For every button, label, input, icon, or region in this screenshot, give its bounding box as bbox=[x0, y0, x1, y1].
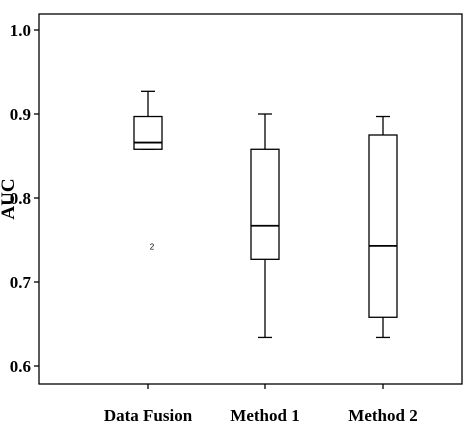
category-label: Data Fusion bbox=[104, 406, 193, 425]
y-tick-label: 1.0 bbox=[10, 21, 31, 40]
category-label: Method 2 bbox=[348, 406, 417, 425]
y-tick-label: 0.6 bbox=[10, 357, 31, 376]
outlier-label: 2 bbox=[150, 243, 155, 252]
y-axis-title: AUC bbox=[0, 178, 19, 219]
box-iqr bbox=[133, 115, 163, 150]
x-axis: Data Fusion Method 1 Method 2 bbox=[104, 384, 418, 425]
box-iqr bbox=[250, 148, 280, 260]
boxes: 2 bbox=[133, 90, 398, 339]
y-tick-label: 0.8 bbox=[10, 189, 31, 208]
y-tick-label: 0.9 bbox=[10, 105, 31, 124]
y-tick-label: 0.7 bbox=[10, 273, 32, 292]
category-label: Method 1 bbox=[230, 406, 299, 425]
y-axis: 0.6 0.7 0.8 0.9 1.0 bbox=[10, 21, 39, 376]
box-iqr bbox=[368, 134, 398, 318]
box-group bbox=[368, 115, 398, 339]
box-group bbox=[133, 90, 163, 150]
plot-frame bbox=[38, 13, 463, 385]
box-group bbox=[250, 113, 280, 339]
